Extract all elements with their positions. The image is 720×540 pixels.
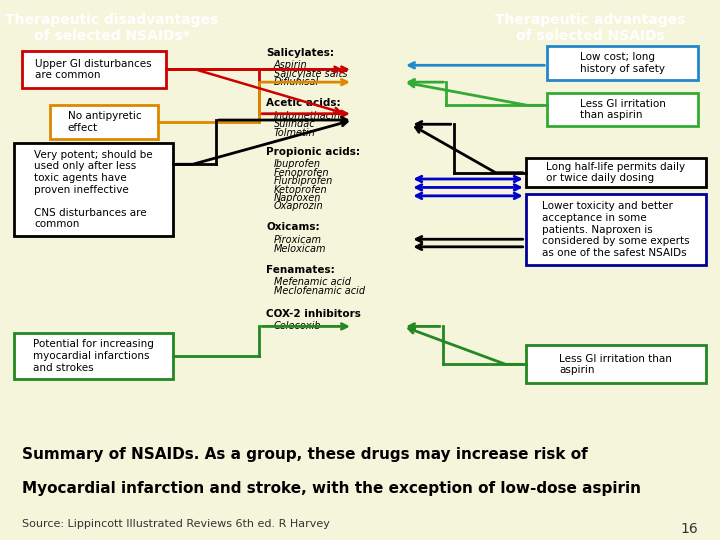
Text: Piroxicam: Piroxicam (274, 235, 322, 245)
Text: Celecoxib: Celecoxib (274, 321, 321, 332)
Text: Less GI irritation than
aspirin: Less GI irritation than aspirin (559, 354, 672, 375)
Text: Summary of NSAIDs. As a group, these drugs may increase risk of: Summary of NSAIDs. As a group, these dru… (22, 447, 588, 462)
FancyBboxPatch shape (526, 194, 706, 265)
Text: Flurbiprofen: Flurbiprofen (274, 176, 333, 186)
Text: Less GI irritation
than aspirin: Less GI irritation than aspirin (580, 99, 666, 120)
Text: Therapeutic disadvantages
of selected NSAIDs*: Therapeutic disadvantages of selected NS… (5, 12, 218, 43)
Text: Potential for increasing
myocardial infarctions
and strokes: Potential for increasing myocardial infa… (33, 339, 154, 373)
Text: Long half-life permits daily
or twice daily dosing: Long half-life permits daily or twice da… (546, 162, 685, 184)
FancyBboxPatch shape (14, 143, 173, 236)
Text: Meclofenamic acid: Meclofenamic acid (274, 286, 365, 295)
Text: Ibuprofen: Ibuprofen (274, 159, 320, 169)
Text: Sulindac: Sulindac (274, 119, 315, 129)
Text: Propionic acids:: Propionic acids: (266, 147, 361, 157)
Text: Ketoprofen: Ketoprofen (274, 185, 327, 194)
Text: Myocardial infarction and stroke, with the exception of low-dose aspirin: Myocardial infarction and stroke, with t… (22, 481, 641, 496)
Text: Naproxen: Naproxen (274, 193, 321, 203)
Text: Upper GI disturbances
are common: Upper GI disturbances are common (35, 59, 152, 80)
Text: Low cost; long
history of safety: Low cost; long history of safety (580, 52, 665, 74)
Text: Fenamates:: Fenamates: (266, 265, 335, 274)
FancyBboxPatch shape (526, 346, 706, 383)
FancyBboxPatch shape (50, 105, 158, 139)
Text: 16: 16 (680, 522, 698, 536)
FancyBboxPatch shape (526, 158, 706, 187)
Text: Tolmetin: Tolmetin (274, 127, 315, 138)
Text: COX-2 inhibitors: COX-2 inhibitors (266, 309, 361, 319)
Text: Lower toxicity and better
acceptance in some
patients. Naproxen is
considered by: Lower toxicity and better acceptance in … (541, 201, 690, 258)
Text: Therapeutic advantages
of selected NSAIDs: Therapeutic advantages of selected NSAID… (495, 12, 685, 43)
Text: Oxaprozin: Oxaprozin (274, 201, 323, 211)
Text: Very potent; should be
used only after less
toxic agents have
proven ineffective: Very potent; should be used only after l… (35, 150, 153, 230)
Text: Salicylates:: Salicylates: (266, 48, 334, 58)
Text: Mefenamic acid: Mefenamic acid (274, 277, 351, 287)
FancyBboxPatch shape (22, 51, 166, 89)
Text: Source: Lippincott Illustrated Reviews 6th ed. R Harvey: Source: Lippincott Illustrated Reviews 6… (22, 518, 330, 529)
Text: Indomethacin: Indomethacin (274, 111, 341, 121)
Text: No antipyretic
effect: No antipyretic effect (68, 111, 141, 133)
FancyBboxPatch shape (547, 93, 698, 126)
FancyBboxPatch shape (14, 333, 173, 379)
Text: Meloxicam: Meloxicam (274, 244, 326, 253)
Text: Oxicams:: Oxicams: (266, 222, 320, 232)
Text: Aspirin: Aspirin (274, 60, 307, 70)
Text: Salicylate salts: Salicylate salts (274, 69, 347, 79)
Text: Fenoprofen: Fenoprofen (274, 168, 329, 178)
FancyBboxPatch shape (547, 46, 698, 80)
Text: Diflunisal: Diflunisal (274, 77, 319, 87)
Text: Acetic acids:: Acetic acids: (266, 98, 341, 108)
